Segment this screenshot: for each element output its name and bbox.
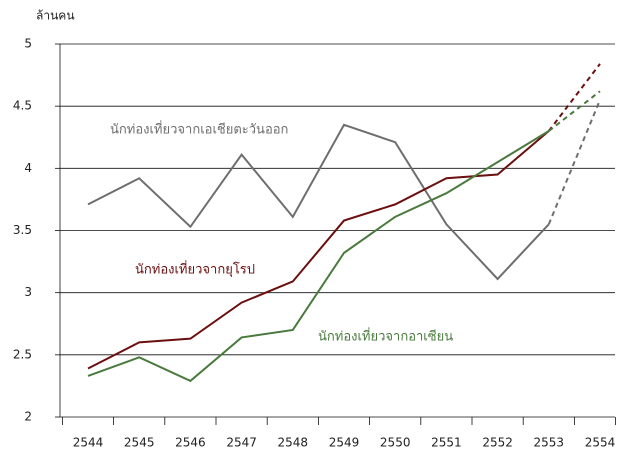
y-tick-label: 2	[24, 410, 32, 424]
x-tick-label: 2546	[175, 436, 206, 450]
x-tick-label: 2551	[431, 436, 462, 450]
x-tick-label: 2544	[73, 436, 104, 450]
series-line	[87, 130, 550, 383]
y-axis-label: ล้านคน	[36, 9, 75, 23]
x-tick-label: 2550	[380, 436, 411, 450]
x-tick-label: 2547	[226, 436, 257, 450]
y-tick-label: 4.5	[13, 99, 32, 113]
series-label: นักท่องเที่ยวจากอาเซียน	[318, 328, 453, 345]
series-line	[87, 130, 550, 370]
x-tick-label: 2552	[482, 436, 513, 450]
series-line-projected	[548, 90, 601, 132]
y-tick-label: 5	[24, 37, 32, 51]
y-tick-label: 4	[24, 161, 32, 175]
y-tick-label: 2.5	[13, 347, 32, 361]
y-tick-label: 3.5	[13, 223, 32, 237]
x-tick-label: 2553	[534, 436, 565, 450]
series-line	[87, 123, 550, 281]
series-label: นักท่องเที่ยวจากยุโรป	[135, 261, 255, 278]
x-tick-label: 2549	[329, 436, 360, 450]
x-tick-label: 2554	[585, 436, 616, 450]
y-tick-label: 3	[24, 285, 32, 299]
series-line-projected	[547, 99, 601, 225]
series-label: นักท่องเที่ยวจากเอเชียตะวันออก	[110, 121, 288, 138]
x-tick-label: 2545	[124, 436, 155, 450]
x-tick-label: 2548	[278, 436, 309, 450]
